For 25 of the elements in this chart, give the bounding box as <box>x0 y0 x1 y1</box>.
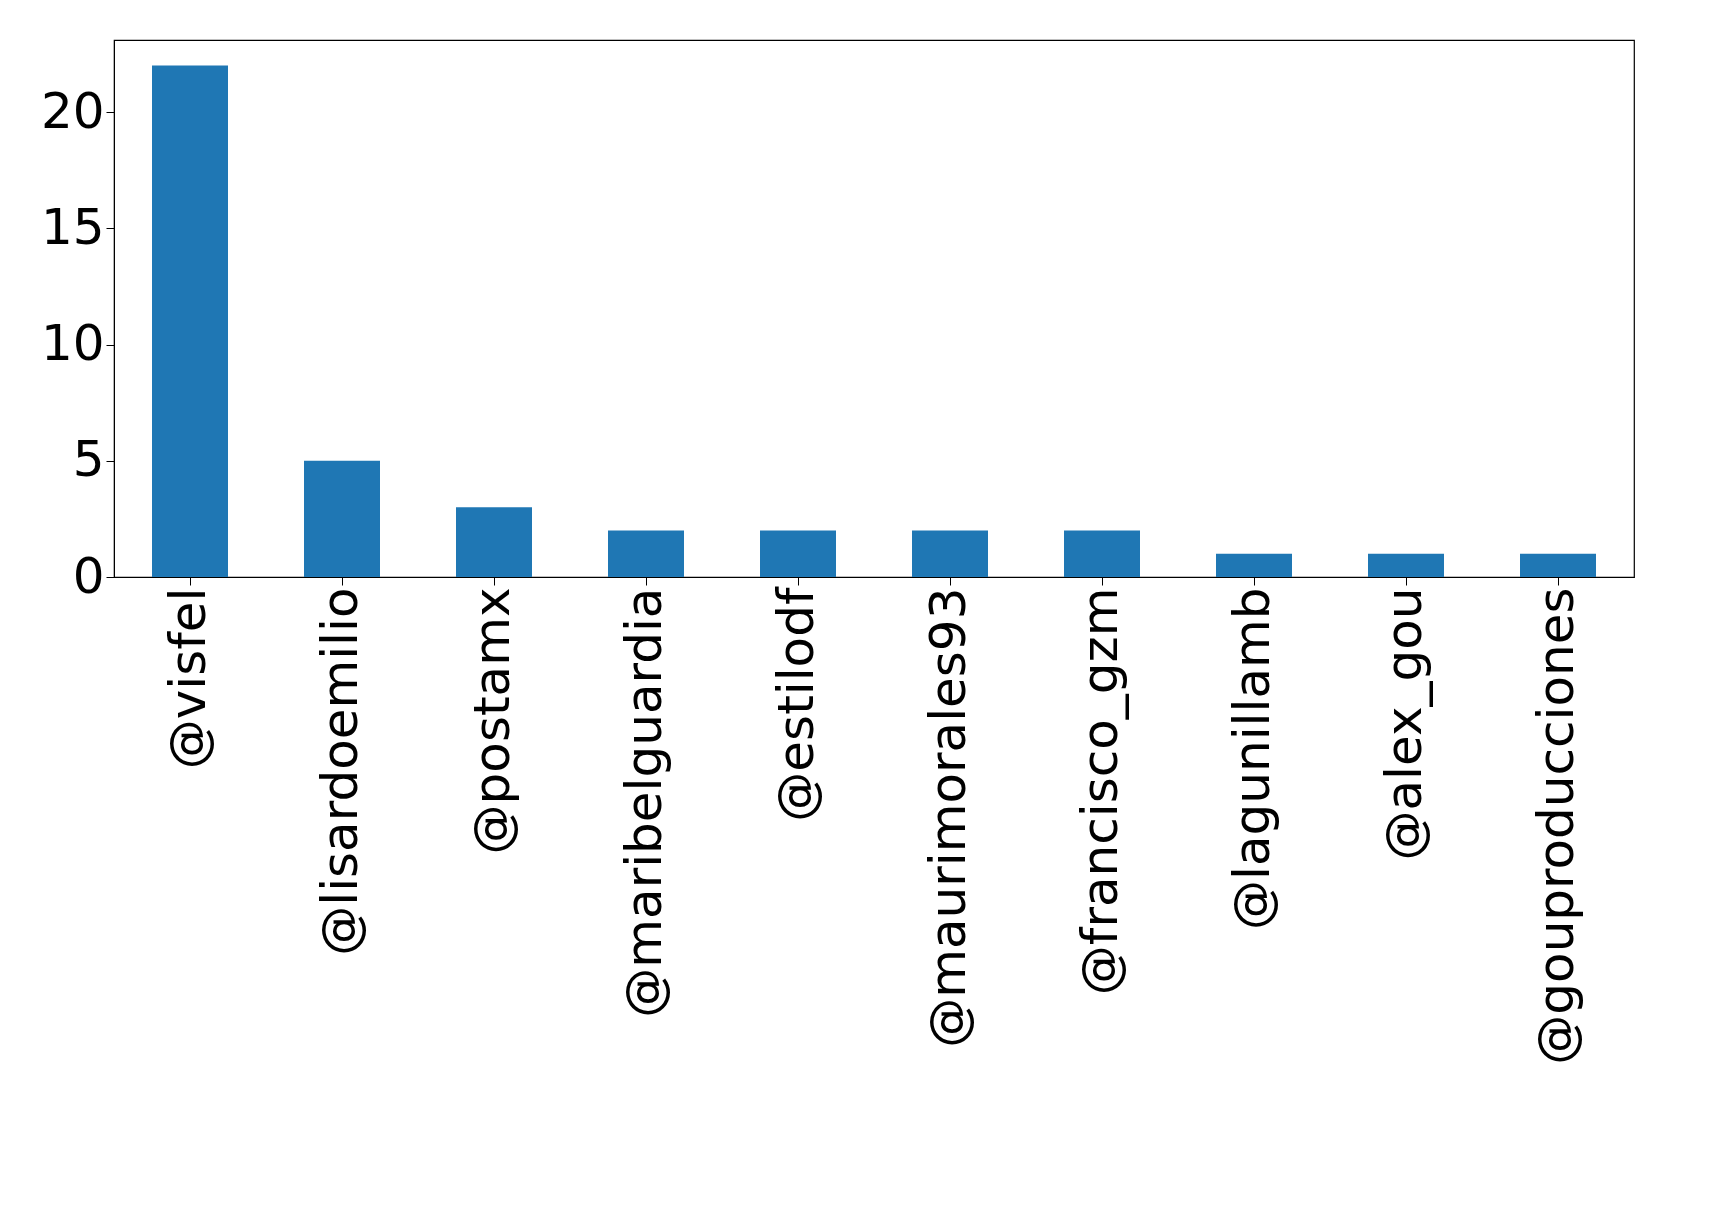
x-tick-label: @visfel <box>159 587 217 770</box>
y-tick-label: 15 <box>40 197 105 256</box>
bar <box>1368 553 1444 577</box>
x-tick-label: @alex_gou <box>1375 587 1433 861</box>
bar <box>1520 553 1596 577</box>
x-tick-label: @francisco_gzm <box>1071 587 1129 996</box>
x-tick-label: @maribelguardia <box>615 587 673 1018</box>
y-tick-label: 20 <box>40 81 105 140</box>
bar <box>456 507 532 577</box>
x-tick-label: @lisardoemilio <box>311 587 369 956</box>
bar <box>304 460 380 577</box>
bar <box>760 530 836 577</box>
bar <box>912 530 988 577</box>
x-tick-label: @gouproducciones <box>1527 587 1585 1065</box>
x-tick-label: @postamx <box>463 587 521 855</box>
x-tick-label: @maurimorales93 <box>919 587 977 1048</box>
y-tick-label: 5 <box>72 430 105 489</box>
y-tick-label: 0 <box>72 546 105 605</box>
x-tick-label: @estilodf <box>767 586 825 822</box>
x-tick-label: @lagunillamb <box>1223 587 1281 930</box>
bar <box>1216 553 1292 577</box>
bar <box>152 65 228 577</box>
y-tick-label: 10 <box>40 314 105 373</box>
bar <box>608 530 684 577</box>
bar <box>1064 530 1140 577</box>
